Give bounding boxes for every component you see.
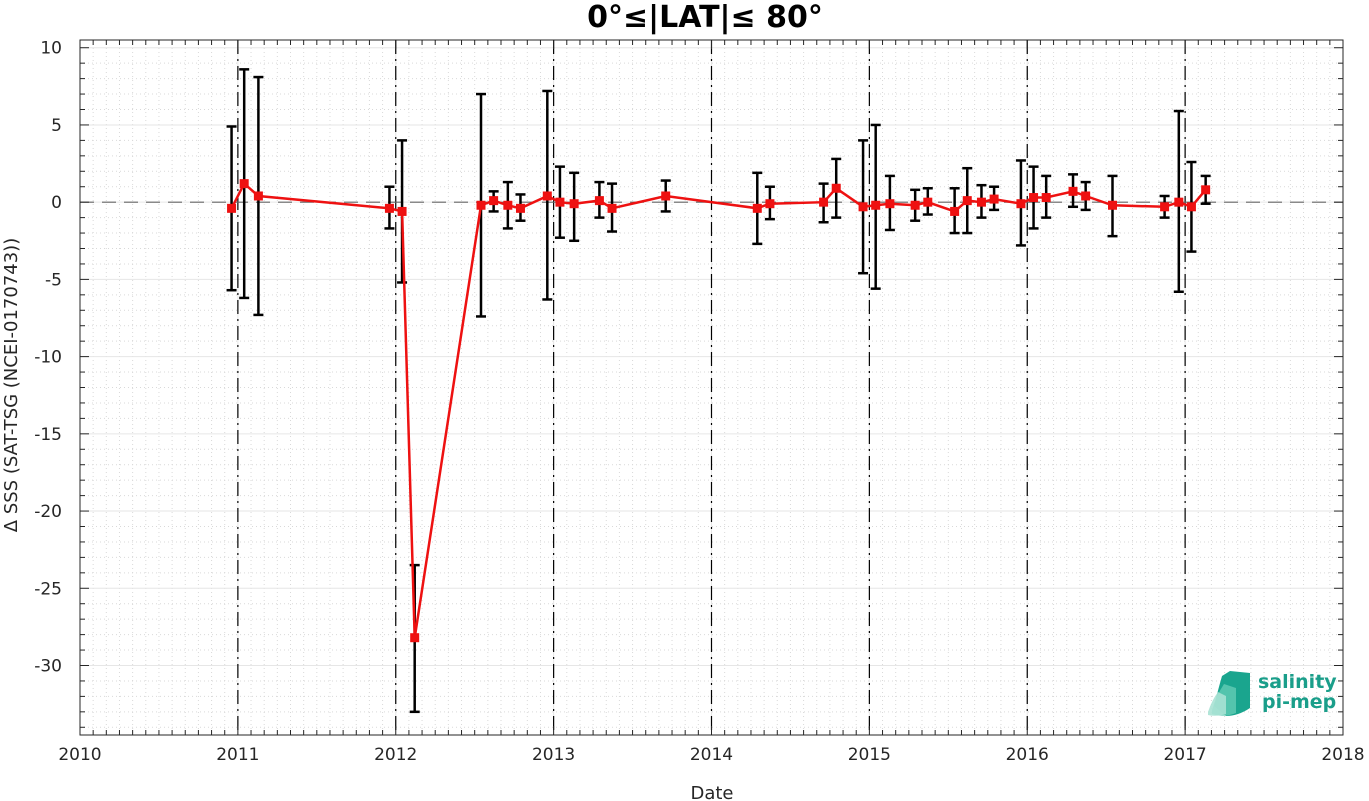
data-point xyxy=(819,197,829,207)
x-tick-label: 2014 xyxy=(690,745,733,765)
y-tick-label: -20 xyxy=(34,502,62,522)
x-tick-labels: 2010 2011 2012 2013 2014 2015 2016 2017 2018 xyxy=(58,745,1364,765)
data-point xyxy=(831,183,841,193)
data-point xyxy=(976,197,986,207)
data-point xyxy=(227,203,237,213)
data-point xyxy=(594,196,604,206)
x-tick-label: 2013 xyxy=(532,745,575,765)
data-point xyxy=(765,199,775,209)
y-tick-label: -30 xyxy=(34,657,62,677)
minor-grid xyxy=(80,40,1343,735)
data-point xyxy=(607,203,617,213)
data-point xyxy=(384,203,394,213)
data-point xyxy=(555,197,565,207)
data-point xyxy=(950,206,960,216)
year-divider-lines xyxy=(237,40,1186,735)
x-tick-label: 2011 xyxy=(216,745,259,765)
salinity-pi-mep-logo: salinity pi-mep xyxy=(1208,671,1337,716)
logo-text-salinity: salinity xyxy=(1258,671,1337,693)
data-point xyxy=(489,196,499,206)
data-point xyxy=(1201,185,1211,195)
x-tick-label: 2016 xyxy=(1006,745,1049,765)
data-point xyxy=(239,179,249,189)
data-point xyxy=(923,197,933,207)
y-tick-label: 0 xyxy=(51,193,62,213)
x-tick-label: 2010 xyxy=(58,745,101,765)
data-point xyxy=(503,200,513,210)
logo-wave-icon xyxy=(1208,671,1250,716)
x-tick-label: 2017 xyxy=(1163,745,1206,765)
y-tick-labels: 10 5 0 -5 -10 -15 -20 -25 -30 xyxy=(34,39,62,677)
data-point xyxy=(1029,193,1039,203)
x-axis-label: Date xyxy=(690,783,733,801)
y-tick-label: -25 xyxy=(34,579,62,599)
data-point xyxy=(962,196,972,206)
y-axis-label: Δ SSS (SAT-TSG (NCEI-0170743)) xyxy=(1,238,22,532)
data-point xyxy=(989,194,999,204)
series-markers xyxy=(227,179,1211,643)
axis-ticks xyxy=(79,40,1344,735)
data-point xyxy=(910,200,920,210)
data-point xyxy=(1174,197,1184,207)
data-point xyxy=(661,191,671,201)
data-point xyxy=(871,200,881,210)
y-tick-label: -15 xyxy=(34,425,62,445)
data-point xyxy=(1016,199,1026,209)
data-point xyxy=(476,200,486,210)
data-point xyxy=(1108,200,1118,210)
data-point xyxy=(752,203,762,213)
logo-text-pi-mep: pi-mep xyxy=(1262,691,1336,713)
data-point xyxy=(1081,191,1091,201)
data-point xyxy=(253,191,263,201)
y-tick-label: -5 xyxy=(45,270,62,290)
data-point xyxy=(1186,202,1196,212)
data-point xyxy=(885,199,895,209)
y-tick-label: 10 xyxy=(40,39,62,59)
data-point xyxy=(397,206,407,216)
data-point xyxy=(515,203,525,213)
x-tick-label: 2018 xyxy=(1321,745,1364,765)
chart-title: 0°≤|LAT|≤ 80° xyxy=(587,0,823,35)
data-point xyxy=(858,202,868,212)
data-point xyxy=(1160,202,1170,212)
x-tick-label: 2012 xyxy=(374,745,417,765)
data-point xyxy=(1068,186,1078,196)
data-point xyxy=(569,199,579,209)
y-tick-label: 5 xyxy=(51,116,62,136)
data-point xyxy=(410,633,420,643)
y-tick-label: -10 xyxy=(34,348,62,368)
data-point xyxy=(542,191,552,201)
x-tick-label: 2015 xyxy=(848,745,891,765)
data-point xyxy=(1041,193,1051,203)
